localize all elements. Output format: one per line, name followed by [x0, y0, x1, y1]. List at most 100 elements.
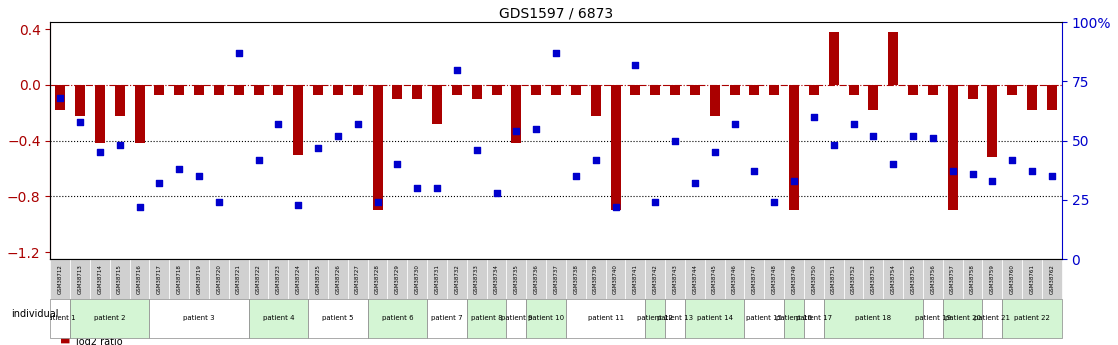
Bar: [254, 85, 264, 95]
FancyBboxPatch shape: [942, 298, 983, 338]
Text: patient 12: patient 12: [637, 315, 673, 321]
FancyBboxPatch shape: [50, 259, 70, 298]
Point: [487, 190, 505, 196]
Point: [1003, 157, 1021, 162]
Bar: [333, 85, 343, 95]
Text: GSM38724: GSM38724: [296, 264, 301, 294]
FancyBboxPatch shape: [784, 259, 804, 298]
FancyBboxPatch shape: [368, 259, 388, 298]
Text: GSM38726: GSM38726: [335, 264, 340, 294]
Text: GSM38751: GSM38751: [832, 264, 836, 294]
Text: GSM38723: GSM38723: [276, 264, 281, 294]
FancyBboxPatch shape: [328, 259, 348, 298]
Point: [805, 114, 823, 120]
FancyBboxPatch shape: [309, 298, 368, 338]
Point: [309, 145, 326, 150]
Text: GSM38734: GSM38734: [494, 264, 499, 294]
Text: GSM38712: GSM38712: [58, 264, 63, 294]
Bar: [472, 85, 482, 99]
Bar: [809, 85, 818, 95]
FancyBboxPatch shape: [527, 298, 566, 338]
Point: [269, 121, 287, 127]
Text: GSM38725: GSM38725: [315, 264, 321, 294]
Point: [1023, 169, 1041, 174]
Bar: [987, 85, 997, 157]
Text: GSM38753: GSM38753: [871, 264, 875, 294]
Bar: [511, 85, 521, 144]
FancyBboxPatch shape: [447, 259, 467, 298]
Bar: [967, 85, 977, 99]
Bar: [908, 85, 918, 95]
Text: GSM38733: GSM38733: [474, 264, 480, 294]
FancyBboxPatch shape: [467, 259, 486, 298]
Point: [388, 161, 406, 167]
Bar: [154, 85, 164, 95]
FancyBboxPatch shape: [745, 298, 784, 338]
FancyBboxPatch shape: [268, 259, 288, 298]
Text: GSM38738: GSM38738: [574, 264, 578, 294]
Text: GSM38745: GSM38745: [712, 264, 718, 294]
Point: [51, 95, 69, 101]
Text: GSM38749: GSM38749: [792, 264, 796, 294]
FancyBboxPatch shape: [209, 259, 229, 298]
FancyBboxPatch shape: [506, 259, 527, 298]
FancyBboxPatch shape: [407, 259, 427, 298]
Text: GSM38762: GSM38762: [1050, 264, 1054, 294]
Point: [825, 142, 843, 148]
Text: patient 13: patient 13: [657, 315, 693, 321]
Point: [844, 121, 862, 127]
Text: patient 8: patient 8: [471, 315, 502, 321]
Bar: [571, 85, 581, 95]
Bar: [75, 85, 85, 116]
Point: [785, 178, 803, 184]
Text: GSM38720: GSM38720: [217, 264, 221, 294]
Point: [91, 150, 108, 155]
FancyBboxPatch shape: [923, 259, 942, 298]
Text: GSM38760: GSM38760: [1010, 264, 1015, 294]
Bar: [413, 85, 423, 99]
Text: GSM38729: GSM38729: [395, 264, 400, 294]
Text: GSM38750: GSM38750: [812, 264, 816, 294]
FancyBboxPatch shape: [784, 298, 804, 338]
Text: GSM38713: GSM38713: [77, 264, 83, 294]
FancyBboxPatch shape: [427, 298, 467, 338]
FancyBboxPatch shape: [248, 298, 309, 338]
FancyBboxPatch shape: [645, 298, 665, 338]
Bar: [1046, 85, 1057, 110]
FancyBboxPatch shape: [983, 298, 1003, 338]
Point: [607, 204, 625, 210]
Bar: [392, 85, 402, 99]
Text: patient 15: patient 15: [747, 315, 783, 321]
FancyBboxPatch shape: [229, 259, 248, 298]
Text: GSM38721: GSM38721: [236, 264, 241, 294]
FancyBboxPatch shape: [963, 259, 983, 298]
Bar: [1027, 85, 1038, 110]
Text: patient 4: patient 4: [263, 315, 294, 321]
Text: GSM38718: GSM38718: [177, 264, 182, 294]
Point: [528, 126, 546, 131]
Bar: [849, 85, 859, 95]
Point: [369, 199, 387, 205]
Bar: [590, 85, 600, 116]
Bar: [828, 32, 838, 85]
Text: ■: ■: [60, 334, 70, 344]
Text: patient 14: patient 14: [697, 315, 732, 321]
Point: [567, 174, 585, 179]
Text: GSM38742: GSM38742: [653, 264, 657, 294]
FancyBboxPatch shape: [89, 259, 110, 298]
Bar: [769, 85, 779, 95]
FancyBboxPatch shape: [983, 259, 1003, 298]
Text: log2 ratio: log2 ratio: [76, 337, 122, 345]
Bar: [1007, 85, 1017, 95]
Text: patient 20: patient 20: [945, 315, 980, 321]
Bar: [631, 85, 641, 95]
Text: GSM38716: GSM38716: [138, 264, 142, 294]
FancyBboxPatch shape: [1022, 259, 1042, 298]
FancyBboxPatch shape: [169, 259, 189, 298]
FancyBboxPatch shape: [427, 259, 447, 298]
Text: GSM38754: GSM38754: [891, 264, 896, 294]
FancyBboxPatch shape: [844, 259, 863, 298]
Point: [904, 133, 922, 139]
Text: patient 2: patient 2: [94, 315, 125, 321]
FancyBboxPatch shape: [903, 259, 923, 298]
